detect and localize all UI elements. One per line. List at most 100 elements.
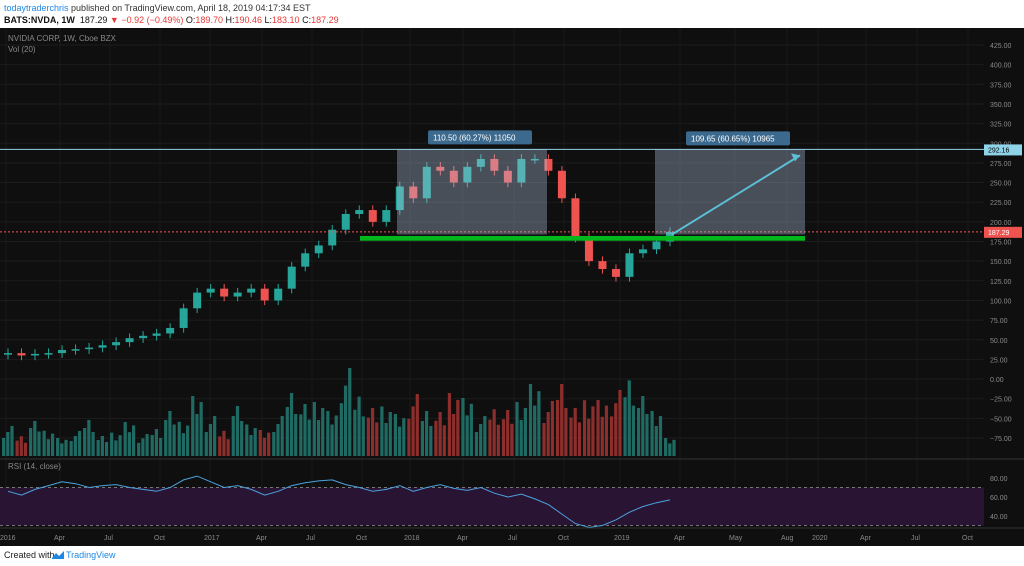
volume-bar (145, 434, 149, 456)
volume-bar (19, 436, 23, 456)
volume-bar (641, 396, 645, 456)
drawing-overlays[interactable]: 110.50 (60.27%) 11050 109.65 (60.65%) 109… (0, 130, 984, 241)
volume-bar (312, 402, 316, 456)
price-tick-label: −25.00 (990, 397, 1012, 404)
price-tick-label: 275.00 (990, 161, 1012, 168)
time-tick-label: Oct (154, 535, 165, 542)
tradingview-brand-link[interactable]: TradingView (66, 550, 116, 560)
price-chart[interactable]: 110.50 (60.27%) 11050 109.65 (60.65%) 109… (0, 28, 1024, 546)
volume-bar (618, 390, 622, 456)
volume-bar (361, 416, 365, 456)
price-tick-label: 25.00 (990, 357, 1008, 364)
price-tick-label: −50.00 (990, 416, 1012, 423)
volume-bar (195, 414, 199, 456)
target-arrow (671, 154, 801, 236)
volume-bar (353, 409, 357, 456)
author-link[interactable]: todaytraderchris (4, 3, 69, 13)
current-price-label: 187.29 (988, 230, 1010, 237)
volume-bar (258, 430, 262, 456)
volume-bar (87, 420, 91, 456)
time-tick-label: Jul (911, 535, 920, 542)
candle-body (409, 186, 418, 199)
price-tick-label: 125.00 (990, 279, 1012, 286)
candle-body (287, 266, 296, 289)
volume-bar (627, 380, 631, 456)
candle-body (4, 353, 12, 355)
volume-bar (474, 432, 479, 456)
volume-bar (172, 424, 176, 456)
volume-bar (420, 421, 425, 456)
ohlc-high: 190.46 (234, 15, 262, 25)
candle-body (557, 170, 566, 199)
candle-body (152, 333, 161, 336)
candle-body (476, 158, 485, 167)
price-tick-label: 375.00 (990, 82, 1012, 89)
volume-bar (222, 430, 226, 456)
volume-bar (397, 426, 402, 456)
time-tick-label: 2016 (0, 535, 16, 542)
volume-bar (50, 433, 55, 456)
candle-body (449, 170, 458, 183)
volume-bar (523, 408, 527, 456)
volume-bar (492, 409, 496, 456)
volume-bar (533, 405, 537, 456)
volume-bar (60, 443, 64, 456)
candle-body (517, 158, 526, 183)
rsi-tick-label: 40.00 (990, 514, 1008, 521)
candle-body (598, 261, 607, 270)
chart-header: todaytraderchris published on TradingVie… (0, 0, 1024, 28)
volume-bar (393, 414, 397, 456)
volume-bar (411, 406, 415, 456)
volume-bar (303, 404, 307, 456)
measure-label-bg-2 (686, 131, 790, 146)
candle-body (530, 158, 539, 161)
volume-bar (519, 420, 523, 456)
volume-bar (438, 412, 442, 456)
volume-bar (600, 416, 604, 456)
volume-bar (307, 419, 311, 456)
volume-bar (334, 415, 338, 456)
volume-bar (15, 440, 19, 456)
candle-body (260, 288, 269, 301)
volume-bar (141, 438, 145, 456)
price-tick-label: 325.00 (990, 122, 1012, 129)
grid-lines (0, 28, 984, 528)
ohlc-high-label: H: (225, 15, 235, 25)
candle-body (355, 210, 364, 214)
arrow-head-icon (791, 153, 800, 162)
volume-bar (33, 421, 37, 456)
candle-body (98, 345, 107, 348)
volume-bar (614, 403, 618, 456)
volume-bar (550, 401, 555, 456)
symbol: BATS:NVDA, 1W (4, 15, 75, 25)
volume-bar (510, 423, 514, 456)
candle-body (328, 229, 337, 246)
time-tick-label: Apr (457, 535, 469, 542)
volume-bar (407, 418, 411, 456)
volume-bar (104, 442, 109, 456)
volume-bar (137, 442, 141, 456)
rsi-line (7, 475, 671, 528)
volume-bar (348, 368, 352, 456)
candle-body (395, 186, 404, 211)
volume-bar (77, 431, 82, 456)
candle-body (220, 288, 229, 297)
volume-bar (357, 396, 361, 456)
volume-bar (23, 442, 28, 456)
candle-body (233, 292, 242, 297)
volume-bar (483, 416, 487, 456)
volume-bar (375, 422, 379, 456)
volume-bar (181, 433, 186, 456)
volume-bar (10, 426, 14, 456)
volume-bar (366, 417, 370, 456)
measure-label-1: 110.50 (60.27%) 11050 (433, 133, 516, 142)
price-tick-label: 200.00 (990, 220, 1012, 227)
volume-bar (501, 419, 506, 456)
price-tick-label: 150.00 (990, 259, 1012, 266)
volume-bar (343, 385, 348, 456)
candle-body (247, 288, 256, 293)
chart-background (0, 28, 984, 546)
volume-bar (623, 397, 627, 456)
volume-bar (29, 428, 33, 456)
volume-bar (321, 408, 325, 456)
